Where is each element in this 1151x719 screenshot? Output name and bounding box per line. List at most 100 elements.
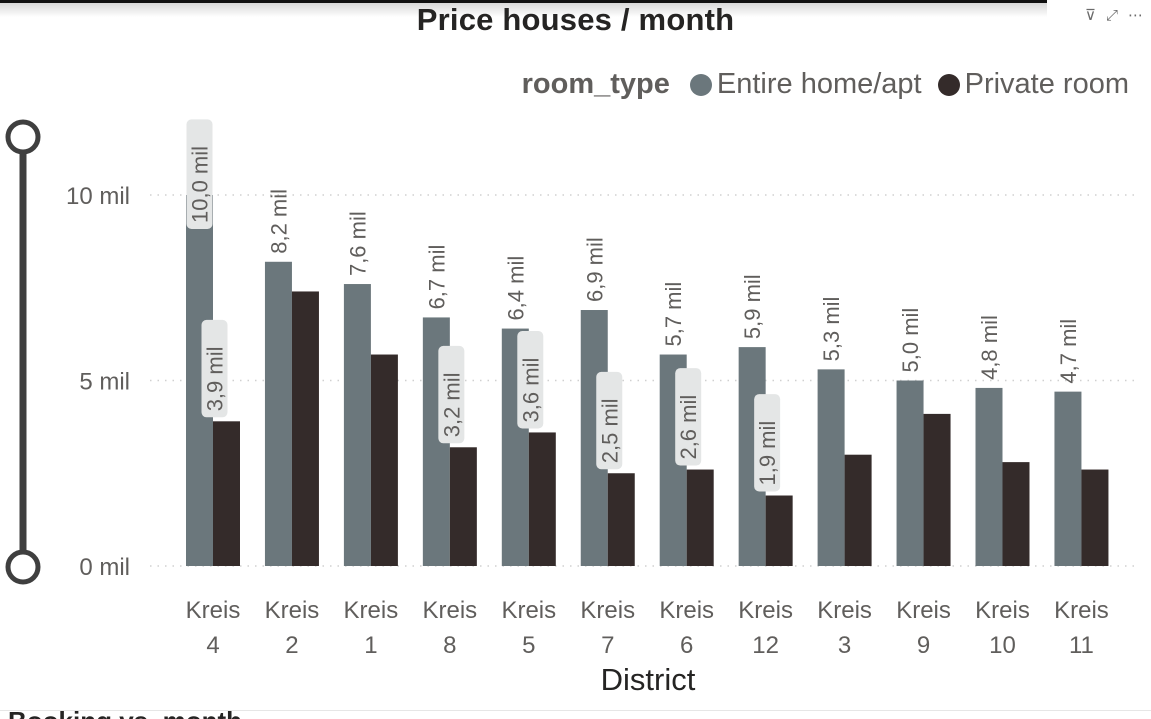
- data-label-text: 3,6 mil: [518, 358, 543, 423]
- data-label-background: [201, 319, 228, 418]
- data-label-text: 5,0 mil: [898, 308, 923, 373]
- legend: room_type Entire home/apt Private room: [522, 68, 1129, 101]
- data-label-background: [517, 331, 544, 429]
- x-tick-label: Kreis: [501, 597, 556, 624]
- x-axis-title: District: [601, 662, 696, 697]
- x-tick-label: Kreis: [1054, 597, 1109, 624]
- data-label: 6,4 mil: [503, 256, 528, 321]
- legend-label: Private room: [964, 68, 1129, 100]
- bar[interactable]: [844, 454, 872, 566]
- legend-item-private-room[interactable]: Private room: [937, 68, 1129, 101]
- bar[interactable]: [213, 421, 240, 566]
- data-label: 10,0 mil: [186, 119, 213, 229]
- x-tick-label: Kreis: [817, 597, 872, 624]
- data-label: 5,9 mil: [740, 274, 765, 339]
- data-label: 3,6 mil: [517, 331, 544, 429]
- data-label: 8,2 mil: [266, 189, 291, 254]
- data-label-text: 5,7 mil: [661, 282, 686, 347]
- zoom-slider-handle-bottom[interactable]: [5, 549, 41, 585]
- data-label: 2,5 mil: [596, 371, 623, 470]
- chart-title: Price houses / month: [416, 2, 735, 37]
- bar[interactable]: [923, 413, 951, 566]
- x-tick-label: Kreis: [580, 597, 635, 624]
- bar[interactable]: [528, 432, 556, 566]
- x-tick-label: 3: [838, 632, 851, 659]
- data-label: 6,7 mil: [424, 245, 449, 310]
- legend-label: Entire home/apt: [716, 68, 922, 100]
- data-label: 1,9 mil: [754, 394, 781, 492]
- x-tick-label: 1: [364, 632, 377, 659]
- data-label-background: [438, 345, 465, 444]
- data-label: 3,9 mil: [201, 319, 228, 418]
- x-tick-label: Kreis: [659, 597, 714, 624]
- bar[interactable]: [1081, 469, 1109, 566]
- x-tick-label: 5: [522, 632, 535, 659]
- zoom-slider-handle-top[interactable]: [5, 119, 41, 155]
- data-label: 4,8 mil: [977, 315, 1002, 380]
- bar[interactable]: [817, 369, 845, 566]
- more-options-icon[interactable]: ⋯: [1128, 7, 1143, 24]
- data-label-text: 3,9 mil: [203, 347, 228, 412]
- bar[interactable]: [1002, 462, 1030, 566]
- data-label-background: [186, 119, 213, 229]
- x-tick-label: 6: [680, 632, 693, 659]
- data-label-text: 2,6 mil: [676, 395, 701, 460]
- legend-swatch: [689, 73, 712, 96]
- legend-title: room_type: [521, 68, 670, 100]
- bar[interactable]: [291, 291, 319, 566]
- y-tick-label: 10 mil: [66, 183, 130, 210]
- divider: [0, 710, 1151, 711]
- legend-item-entire-home[interactable]: Entire home/apt: [689, 68, 922, 101]
- top-border: [0, 0, 1047, 3]
- x-tick-label: 7: [601, 632, 614, 659]
- x-tick-label: Kreis: [975, 597, 1030, 624]
- bar[interactable]: [343, 284, 371, 566]
- data-label-text: 3,2 mil: [439, 372, 464, 437]
- bar[interactable]: [264, 261, 292, 566]
- bar[interactable]: [607, 473, 635, 566]
- data-label-text: 6,9 mil: [582, 237, 607, 302]
- x-tick-label: 2: [285, 632, 298, 659]
- focus-mode-icon[interactable]: ⤢: [1105, 7, 1118, 24]
- data-label-text: 2,5 mil: [597, 398, 622, 463]
- data-label-text: 6,7 mil: [424, 245, 449, 310]
- data-label-text: 5,9 mil: [740, 274, 765, 339]
- data-label: 3,2 mil: [438, 345, 465, 444]
- data-label: 4,7 mil: [1056, 319, 1081, 384]
- data-label-text: 10,0 mil: [188, 146, 213, 223]
- data-label: 5,7 mil: [661, 282, 686, 347]
- data-label: 7,6 mil: [345, 211, 370, 276]
- x-tick-label: Kreis: [186, 597, 241, 624]
- x-tick-label: 12: [752, 632, 779, 659]
- data-label: 5,3 mil: [819, 297, 844, 362]
- bar[interactable]: [765, 495, 793, 566]
- bar[interactable]: [975, 387, 1003, 566]
- y-tick-label: 0 mil: [79, 554, 130, 581]
- bar[interactable]: [1054, 391, 1082, 566]
- data-label-text: 4,8 mil: [977, 315, 1002, 380]
- x-tick-label: 10: [989, 632, 1016, 659]
- x-tick-label: Kreis: [344, 597, 399, 624]
- data-label-text: 8,2 mil: [266, 189, 291, 254]
- x-tick-label: Kreis: [265, 597, 320, 624]
- x-tick-label: Kreis: [896, 597, 951, 624]
- legend-swatch: [937, 73, 960, 96]
- bar[interactable]: [449, 447, 477, 566]
- x-tick-label: 9: [917, 632, 930, 659]
- data-label-background: [754, 394, 781, 492]
- data-label-text: 6,4 mil: [503, 256, 528, 321]
- next-visual-title: Booking vs. month: [8, 708, 242, 719]
- top-shadow: [0, 3, 1047, 17]
- bar[interactable]: [370, 354, 398, 566]
- data-label-text: 4,7 mil: [1056, 319, 1081, 384]
- visual-header: ⊽ ⤢ ⋯: [1085, 6, 1143, 26]
- data-label: 2,6 mil: [675, 368, 702, 466]
- x-tick-label: 4: [206, 632, 219, 659]
- bar[interactable]: [896, 380, 924, 567]
- data-label: 6,9 mil: [582, 237, 607, 302]
- filter-icon[interactable]: ⊽: [1085, 7, 1096, 24]
- x-tick-label: 8: [443, 632, 456, 659]
- data-label-background: [596, 371, 623, 470]
- bar[interactable]: [686, 469, 714, 566]
- data-label: 5,0 mil: [898, 308, 923, 373]
